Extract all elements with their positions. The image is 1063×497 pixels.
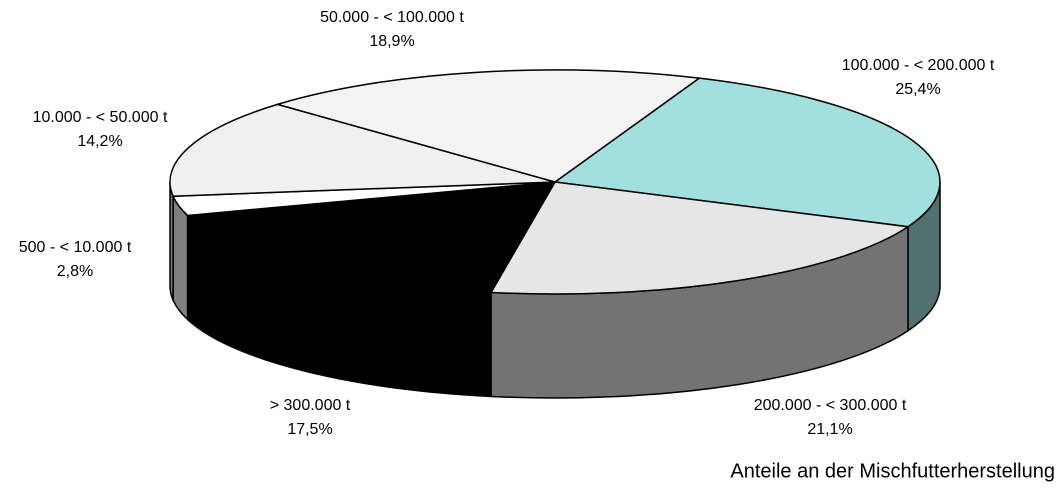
- slice-label: 100.000 - < 200.000 t: [842, 57, 995, 74]
- slice: [274, 69, 702, 183]
- value-label: 2,8%: [57, 263, 93, 280]
- slice-label: 200.000 - < 300.000 t: [754, 397, 907, 414]
- slice: [169, 103, 556, 197]
- value-label: 14,2%: [77, 133, 122, 150]
- value-label: 21,1%: [807, 421, 852, 438]
- value-label: 17,5%: [287, 421, 332, 438]
- slice-label: 10.000 - < 50.000 t: [33, 109, 168, 126]
- slice-label: 50.000 - < 100.000 t: [320, 9, 464, 26]
- chart-title: Anteile an der Mischfutterherstellung: [730, 460, 1055, 482]
- slice: [185, 181, 557, 294]
- value-label: 25,4%: [895, 81, 940, 98]
- slice: [489, 181, 911, 295]
- slice: [553, 77, 941, 228]
- value-label: 18,9%: [369, 33, 414, 50]
- slice-label: > 300.000 t: [270, 397, 351, 414]
- slice-side: [172, 195, 189, 322]
- slice-side: [169, 181, 174, 301]
- slice-label: 500 - < 10.000 t: [19, 239, 132, 256]
